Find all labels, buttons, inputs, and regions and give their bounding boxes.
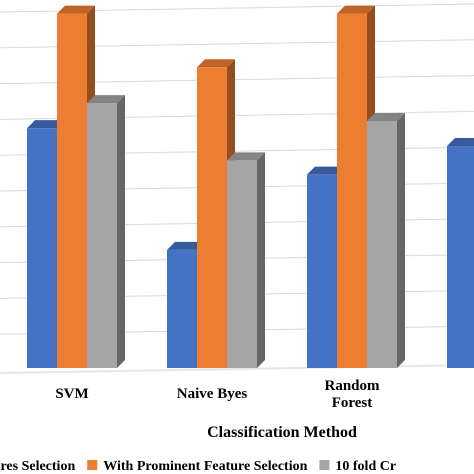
legend: tures Selection With Prominent Feature Se… <box>0 459 396 474</box>
category-label: Naive Byes <box>177 386 248 402</box>
bar-side <box>397 112 405 368</box>
bar-front <box>367 120 397 368</box>
category-label: SVM <box>55 386 88 402</box>
legend-item: 10 fold Cr <box>319 459 396 474</box>
bar-top <box>27 120 65 129</box>
bar-front <box>197 67 227 368</box>
bar-front <box>87 103 117 368</box>
legend-item: With Prominent Feature Selection <box>87 459 308 474</box>
bar-side <box>117 95 125 368</box>
bar-front <box>227 160 257 368</box>
bar-top <box>227 152 265 161</box>
bar-top <box>307 166 345 175</box>
bars <box>27 5 474 369</box>
bar-side <box>257 152 265 368</box>
bar-top <box>447 138 474 147</box>
bar <box>227 152 265 368</box>
bar-top <box>57 5 95 14</box>
bar-top <box>87 95 125 104</box>
bar-top <box>337 5 375 14</box>
bar-front <box>167 249 197 368</box>
legend-label: With Prominent Feature Selection <box>103 459 307 474</box>
bar <box>87 95 125 368</box>
legend-label: 10 fold Cr <box>335 459 396 474</box>
bar-front <box>447 146 474 368</box>
x-axis-title: Classification Method <box>207 424 357 441</box>
bar-front <box>337 13 367 369</box>
bar-top <box>167 241 205 250</box>
bar-front <box>57 13 87 369</box>
bar-top <box>367 112 405 121</box>
legend-swatch <box>319 460 330 470</box>
category-tick-labels: SVM Naive Byes Random Forest <box>55 378 380 411</box>
bar-front <box>307 174 337 368</box>
legend-item: tures Selection <box>0 459 75 474</box>
bar <box>447 138 474 368</box>
category-label: Random Forest <box>324 378 380 411</box>
bar-front <box>27 128 57 368</box>
legend-swatch <box>87 460 98 470</box>
legend-label: tures Selection <box>0 459 75 474</box>
bar-top <box>197 59 235 68</box>
bar <box>367 112 405 368</box>
